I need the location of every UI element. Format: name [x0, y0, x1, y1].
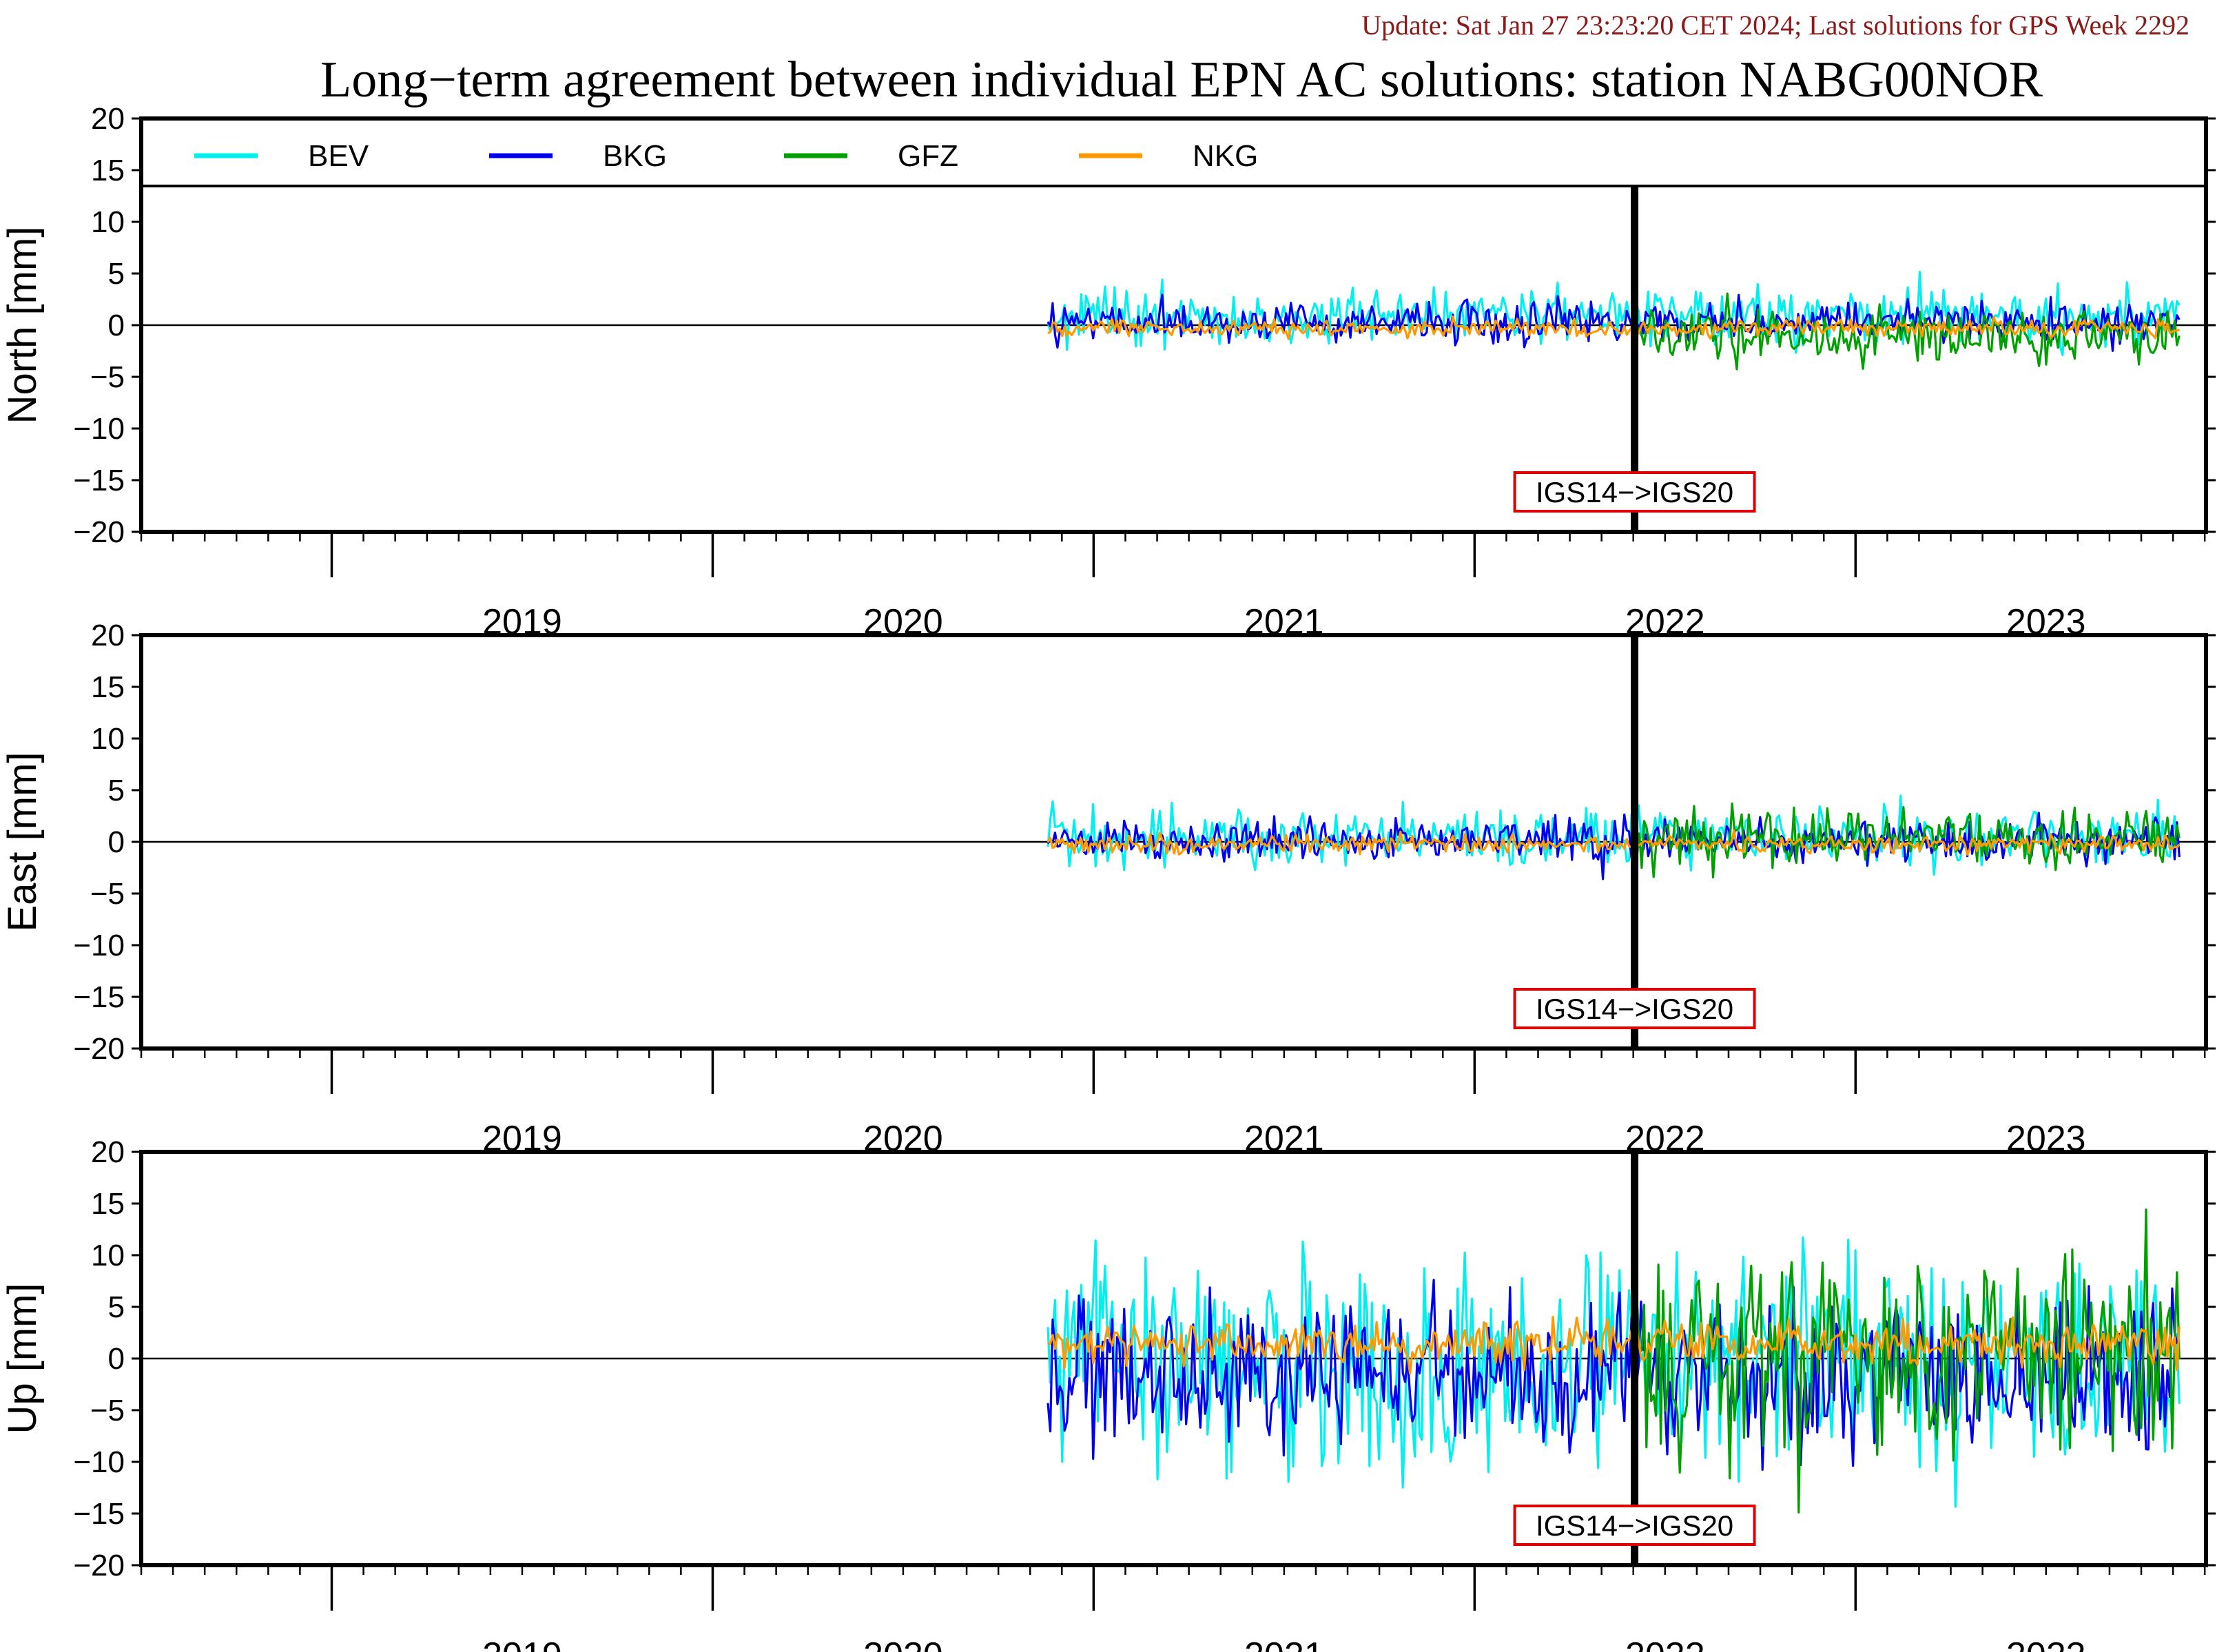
legend-background — [141, 118, 2206, 186]
y-tick-label: 0 — [108, 309, 125, 342]
y-tick-label: −15 — [73, 464, 125, 497]
y-tick-label: −10 — [73, 1445, 125, 1479]
y-tick-label: −15 — [73, 1497, 125, 1531]
y-tick-label: 10 — [91, 205, 125, 239]
y-axis-label: East [mm] — [0, 752, 45, 931]
series-gfz — [1634, 292, 2181, 371]
series-bkg — [1047, 1279, 2180, 1471]
series-nkg — [1047, 829, 2181, 856]
x-tick-label: 2021 — [1244, 1635, 1324, 1652]
legend-label-nkg: NKG — [1193, 139, 1258, 173]
frame-change-box — [1513, 471, 1756, 513]
y-tick-label: −15 — [73, 980, 125, 1014]
y-tick-label: −5 — [90, 360, 125, 394]
frame-change-label: IGS14−>IGS20 — [1536, 1509, 1733, 1542]
series-gfz — [1634, 1208, 2181, 1514]
y-tick-label: 5 — [108, 257, 125, 291]
y-tick-label: 20 — [91, 102, 125, 136]
y-tick-label: 15 — [91, 154, 125, 187]
y-axis-label: North [mm] — [0, 227, 45, 424]
series-nkg — [1047, 1315, 2181, 1375]
plot-frame — [139, 116, 2208, 534]
y-tick-label: 0 — [108, 825, 125, 859]
y-tick-label: −5 — [90, 877, 125, 911]
y-tick-label: −20 — [73, 1549, 125, 1582]
y-tick-label: 20 — [91, 1135, 125, 1169]
y-tick-label: 15 — [91, 1187, 125, 1221]
x-tick-label: 2020 — [863, 1635, 943, 1652]
frame-change-box — [1513, 988, 1756, 1029]
y-tick-label: 5 — [108, 774, 125, 807]
update-text: Update: Sat Jan 27 23:23:20 CET 2024; La… — [1361, 10, 2189, 41]
panel-2: 20 15 10 5 0 −5 −10 −15 −20 Up [mm] IGS14−>IGS20 20… — [0, 1135, 2216, 1652]
y-tick-label: 10 — [91, 722, 125, 756]
x-tick-label: 2023 — [2006, 1635, 2086, 1652]
panel-1: 20 15 10 5 0 −5 −10 −15 −20 East [mm] IGS14−>IGS20… — [0, 619, 2216, 1159]
y-tick-label: −20 — [73, 515, 125, 549]
figure-title: Long−term agreement between individual E… — [320, 52, 2043, 108]
y-tick-label: 20 — [91, 619, 125, 652]
series-bev — [1047, 1236, 2181, 1508]
series-gfz — [1634, 802, 2181, 879]
y-tick-label: −20 — [73, 1032, 125, 1066]
legend-label-bkg: BKG — [603, 139, 667, 173]
frame-change-box — [1513, 1505, 1756, 1546]
panels: 20 15 10 5 0 −5 −10 −15 −20 North [mm] IGS14−>IGS2… — [0, 102, 2216, 1652]
series-bev — [1047, 271, 2181, 357]
y-axis-label: Up [mm] — [0, 1283, 45, 1434]
y-tick-label: 5 — [108, 1290, 125, 1324]
plot-frame — [139, 1150, 2208, 1567]
legend-label-bev: BEV — [308, 139, 369, 173]
y-tick-label: −10 — [73, 929, 125, 962]
panel-0: 20 15 10 5 0 −5 −10 −15 −20 North [mm] IGS14−>IGS2… — [0, 102, 2216, 642]
series-nkg — [1047, 316, 2180, 340]
legend-label-gfz: GFZ — [898, 139, 958, 173]
plot-frame — [139, 633, 2208, 1051]
y-tick-label: 10 — [91, 1239, 125, 1272]
y-tick-label: 0 — [108, 1342, 125, 1376]
frame-change-label: IGS14−>IGS20 — [1536, 476, 1733, 508]
x-tick-label: 2019 — [482, 1635, 562, 1652]
x-tick-label: 2022 — [1625, 1635, 1705, 1652]
y-tick-label: 15 — [91, 670, 125, 704]
y-tick-label: −5 — [90, 1394, 125, 1427]
y-tick-label: −10 — [73, 412, 125, 446]
frame-change-label: IGS14−>IGS20 — [1536, 993, 1733, 1025]
